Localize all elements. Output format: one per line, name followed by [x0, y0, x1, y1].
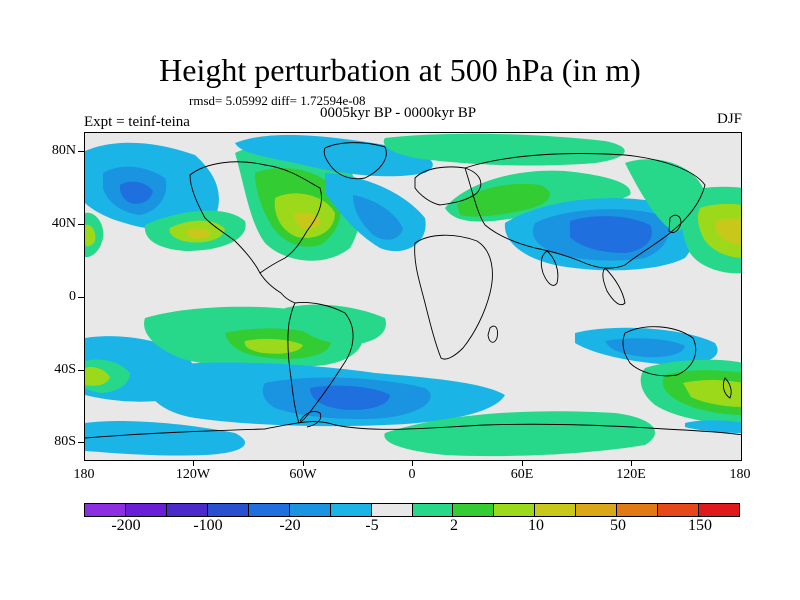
contour-sh-southamerica-green: [285, 304, 386, 345]
coast-africa: [414, 234, 493, 360]
contour-sh-east-yg: [683, 380, 741, 407]
lat-label-40n: 40N: [51, 216, 76, 231]
map-panel: [84, 132, 742, 461]
contour-nh-arctic-green: [383, 133, 625, 166]
lat-tick: [78, 442, 84, 443]
contour-sh-indian-mid: [605, 338, 685, 358]
lon-label-180w: 180: [73, 467, 95, 482]
coast-north-america: [189, 161, 322, 274]
contour-sh-south-green: [384, 411, 655, 457]
coast-new-zealand: [722, 377, 732, 399]
colorbar-label: 2: [450, 517, 458, 534]
contour-map: [85, 133, 741, 460]
colorbar-cell: [658, 504, 700, 516]
lat-label-0: 0: [69, 289, 76, 304]
lon-tick: [303, 461, 304, 466]
lon-label-120e: 120E: [616, 467, 646, 482]
coast-madagascar: [487, 325, 498, 343]
colorbar-cell: [248, 504, 290, 516]
lat-tick: [78, 224, 84, 225]
contour-nh-europe-green2: [457, 183, 550, 217]
colorbar-cell: [535, 504, 577, 516]
contour-sh-west-yg: [85, 367, 110, 386]
colorbar-cell: [371, 504, 413, 516]
contour-nh-east-yellow: [715, 218, 741, 245]
coast-asia: [464, 153, 706, 269]
colorbar-label: -100: [193, 517, 223, 534]
colorbar-cell: [699, 504, 739, 516]
lat-tick: [78, 151, 84, 152]
colorbar-label: -5: [365, 517, 379, 534]
lon-tick: [631, 461, 632, 466]
coast-australia: [622, 326, 697, 377]
colorbar-cell: [453, 504, 495, 516]
lat-label-80n: 80N: [51, 143, 76, 158]
lat-tick: [78, 370, 84, 371]
contour-nh-greenland-blue: [235, 134, 433, 177]
contour-nh-west-yg: [85, 224, 96, 247]
plot-title: Height perturbation at 500 hPa (in m): [159, 52, 641, 88]
lon-tick: [522, 461, 523, 466]
coast-southeast-asia: [602, 267, 626, 306]
lon-tick: [412, 461, 413, 466]
contour-sh-east-blue-ring: [685, 420, 741, 433]
contour-nh-atlantic-mid: [353, 195, 403, 240]
lon-label-120w: 120W: [175, 467, 211, 482]
colorbar-label: -20: [279, 517, 301, 534]
experiment-label: Expt = teinf-teina: [84, 114, 190, 130]
coast-india: [540, 250, 559, 286]
colorbar-label: 150: [688, 517, 712, 534]
coast-antarctic-peninsula: [299, 410, 322, 428]
coast-europe: [414, 166, 482, 206]
contour-nh-asia-dark-blue: [570, 216, 653, 253]
coast-antarctica: [85, 421, 741, 439]
colorbar-cell: [576, 504, 618, 516]
lon-label-60w: 60W: [289, 467, 317, 482]
lon-label-180e: 180: [729, 467, 751, 482]
contour-nh-npac-yellow: [185, 228, 211, 239]
contour-nh-pacific-dark-blue: [119, 181, 153, 204]
lon-label-60e: 60E: [510, 467, 534, 482]
colorbar-cell: [85, 504, 126, 516]
coast-greenland: [323, 142, 387, 180]
colorbar-cell: [494, 504, 536, 516]
lat-label-40s: 40S: [54, 362, 76, 377]
stats-text: rmsd= 5.05992 diff= 1.72594e-08: [189, 93, 366, 108]
coastlines: [85, 142, 741, 439]
lat-label-80s: 80S: [54, 434, 76, 449]
colorbar-cell: [166, 504, 208, 516]
colorbar-cell: [617, 504, 659, 516]
lat-tick: [78, 297, 84, 298]
colorbar-label: 10: [528, 517, 544, 534]
colorbar-label: -200: [111, 517, 141, 534]
lon-tick: [193, 461, 194, 466]
period-text: 0005kyr BP - 0000kyr BP: [320, 105, 477, 121]
colorbar: [84, 503, 740, 517]
coast-south-america: [287, 302, 354, 424]
contour-sh-antarctic-blue: [85, 421, 245, 456]
colorbar-label: 50: [610, 517, 626, 534]
colorbar-cell: [330, 504, 372, 516]
contour-sh-atlantic-dark-blue: [310, 385, 390, 411]
contour-nh-america-yellow: [293, 212, 321, 229]
colorbar-cell: [125, 504, 167, 516]
coast-central-america: [259, 272, 296, 304]
colorbar-cell: [207, 504, 249, 516]
lon-label-0: 0: [408, 467, 416, 482]
season-label: DJF: [716, 111, 742, 127]
colorbar-cell: [412, 504, 454, 516]
coast-japan: [668, 214, 682, 234]
colorbar-cell: [289, 504, 331, 516]
